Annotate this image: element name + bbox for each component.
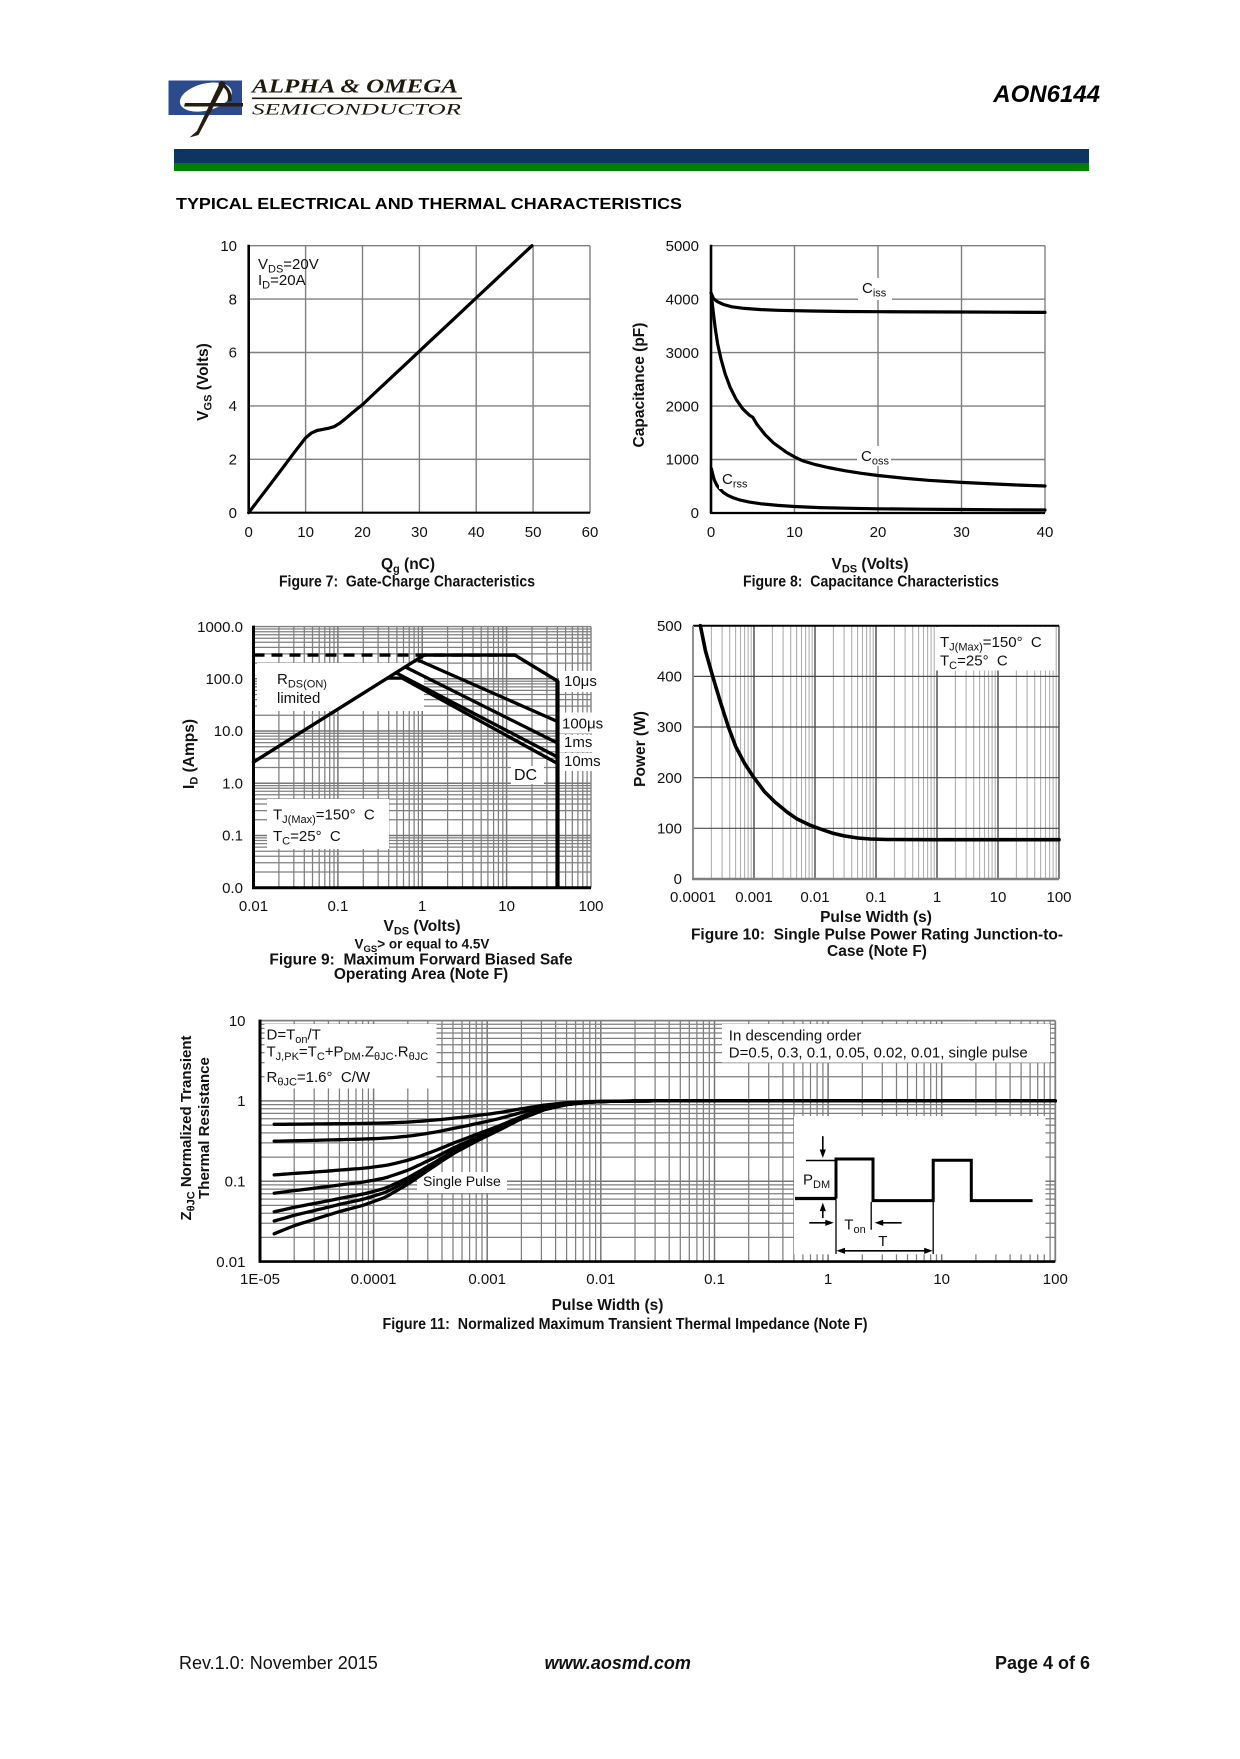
svg-text:10: 10 bbox=[990, 889, 1007, 906]
svg-text:6: 6 bbox=[229, 345, 237, 362]
svg-text:D=Ton​/T: D=Ton​/T bbox=[267, 1027, 321, 1047]
svg-text:Pulse Width (s): Pulse Width (s) bbox=[820, 909, 932, 926]
svg-text:10μs: 10μs bbox=[564, 673, 597, 690]
svg-text:VGS​> or equal to 4.5V: VGS​> or equal to 4.5V bbox=[355, 937, 490, 956]
svg-text:0.1: 0.1 bbox=[866, 889, 887, 906]
svg-text:2: 2 bbox=[229, 452, 237, 469]
svg-text:200: 200 bbox=[657, 770, 682, 787]
svg-text:100μs: 100μs bbox=[562, 716, 603, 733]
svg-text:1000.0: 1000.0 bbox=[197, 619, 243, 636]
svg-text:0: 0 bbox=[707, 524, 715, 541]
svg-text:ZθJC​ Normalized Transient: ZθJC​ Normalized Transient bbox=[178, 1035, 198, 1220]
svg-text:4: 4 bbox=[229, 398, 237, 415]
svg-text:Capacitance (pF): Capacitance (pF) bbox=[631, 323, 648, 448]
svg-text:1: 1 bbox=[237, 1093, 245, 1110]
svg-text:60: 60 bbox=[582, 524, 599, 541]
svg-text:ID​=20A: ID​=20A bbox=[258, 272, 306, 292]
svg-text:1E-05: 1E-05 bbox=[240, 1271, 280, 1288]
svg-text:TYPICAL ELECTRICAL AND THERMAL: TYPICAL ELECTRICAL AND THERMAL CHARACTER… bbox=[176, 196, 682, 213]
svg-text:100: 100 bbox=[578, 898, 603, 915]
svg-text:100: 100 bbox=[1043, 1271, 1068, 1288]
svg-text:Pulse Width (s): Pulse Width (s) bbox=[552, 1297, 664, 1314]
svg-text:Figure 7: Gate-Charge Charact: Figure 7: Gate-Charge Characteristics bbox=[279, 574, 535, 591]
svg-text:T: T bbox=[878, 1233, 887, 1250]
svg-text:ALPHA & OMEGA: ALPHA & OMEGA bbox=[249, 76, 458, 98]
svg-text:300: 300 bbox=[657, 719, 682, 736]
svg-text:0.01: 0.01 bbox=[586, 1271, 615, 1288]
svg-text:100.0: 100.0 bbox=[205, 671, 243, 688]
svg-text:0.1: 0.1 bbox=[704, 1271, 725, 1288]
svg-text:0: 0 bbox=[674, 871, 682, 888]
svg-text:1: 1 bbox=[418, 898, 426, 915]
svg-text:1000: 1000 bbox=[666, 452, 699, 469]
svg-text:TC​=25° C: TC​=25° C bbox=[940, 653, 1008, 673]
svg-text:10: 10 bbox=[297, 524, 314, 541]
svg-text:Rev.1.0: November 2015: Rev.1.0: November 2015 bbox=[179, 1653, 378, 1673]
svg-text:500: 500 bbox=[657, 618, 682, 635]
svg-text:10: 10 bbox=[933, 1271, 950, 1288]
svg-text:10: 10 bbox=[220, 238, 237, 255]
svg-text:20: 20 bbox=[354, 524, 371, 541]
svg-text:100: 100 bbox=[657, 821, 682, 838]
svg-text:0.1: 0.1 bbox=[222, 828, 243, 845]
svg-text:20: 20 bbox=[870, 524, 887, 541]
svg-text:10: 10 bbox=[498, 898, 515, 915]
svg-text:1.0: 1.0 bbox=[222, 776, 243, 793]
svg-text:0.01: 0.01 bbox=[239, 898, 268, 915]
svg-text:1: 1 bbox=[933, 889, 941, 906]
svg-text:0: 0 bbox=[229, 505, 237, 522]
svg-text:0: 0 bbox=[691, 505, 699, 522]
svg-text:Single Pulse: Single Pulse bbox=[423, 1173, 501, 1189]
svg-text:limited: limited bbox=[277, 690, 320, 707]
svg-text:30: 30 bbox=[953, 524, 970, 541]
svg-text:3000: 3000 bbox=[666, 345, 699, 362]
svg-text:DC: DC bbox=[514, 767, 537, 784]
svg-text:Case (Note F): Case (Note F) bbox=[827, 943, 927, 960]
svg-text:0.0: 0.0 bbox=[222, 880, 243, 897]
svg-text:D=0.5, 0.3, 0.1, 0.05, 0.02, 0: D=0.5, 0.3, 0.1, 0.05, 0.02, 0.01, singl… bbox=[729, 1044, 1028, 1061]
svg-text:0.001: 0.001 bbox=[468, 1271, 506, 1288]
svg-text:Page 4 of 6: Page 4 of 6 bbox=[995, 1653, 1090, 1673]
svg-text:0.1: 0.1 bbox=[327, 898, 348, 915]
svg-text:4000: 4000 bbox=[666, 291, 699, 308]
svg-text:1ms: 1ms bbox=[564, 734, 592, 751]
svg-text:Thermal Resistance: Thermal Resistance bbox=[196, 1057, 213, 1199]
svg-text:0.0001: 0.0001 bbox=[670, 889, 716, 906]
svg-text:www.aosmd.com: www.aosmd.com bbox=[545, 1653, 691, 1673]
svg-text:400: 400 bbox=[657, 669, 682, 686]
svg-text:10: 10 bbox=[786, 524, 803, 541]
svg-text:2000: 2000 bbox=[666, 398, 699, 415]
svg-text:Figure 8: Capacitance Charact: Figure 8: Capacitance Characteristics bbox=[743, 574, 999, 591]
svg-text:10.0: 10.0 bbox=[214, 723, 243, 740]
svg-text:In descending order: In descending order bbox=[729, 1027, 862, 1044]
svg-text:0.01: 0.01 bbox=[800, 889, 829, 906]
svg-text:Figure 10: Single Pulse Power: Figure 10: Single Pulse Power Rating Jun… bbox=[691, 927, 1063, 944]
svg-text:100: 100 bbox=[1046, 889, 1071, 906]
svg-text:0.1: 0.1 bbox=[225, 1174, 246, 1191]
svg-text:0.01: 0.01 bbox=[216, 1254, 245, 1271]
svg-text:10ms: 10ms bbox=[564, 753, 601, 770]
svg-text:5000: 5000 bbox=[666, 238, 699, 255]
svg-text:0: 0 bbox=[245, 524, 253, 541]
svg-text:Power (W): Power (W) bbox=[632, 711, 649, 787]
svg-text:50: 50 bbox=[525, 524, 542, 541]
svg-text:SEMICONDUCTOR: SEMICONDUCTOR bbox=[252, 102, 462, 119]
svg-text:Figure 11: Normalized Maximum: Figure 11: Normalized Maximum Transient … bbox=[383, 1316, 868, 1333]
svg-text:40: 40 bbox=[468, 524, 485, 541]
svg-text:TC​=25° C: TC​=25° C bbox=[273, 828, 341, 848]
svg-text:0.0001: 0.0001 bbox=[351, 1271, 397, 1288]
svg-text:ID​ (Amps): ID​ (Amps) bbox=[181, 719, 201, 789]
svg-text:40: 40 bbox=[1037, 524, 1054, 541]
svg-text:1: 1 bbox=[824, 1271, 832, 1288]
svg-text:30: 30 bbox=[411, 524, 428, 541]
svg-text:Figure 9: Maximum Forward Bia: Figure 9: Maximum Forward Biased Safe bbox=[269, 952, 573, 969]
svg-text:AON6144: AON6144 bbox=[992, 81, 1100, 108]
svg-text:10: 10 bbox=[229, 1013, 246, 1030]
svg-text:Operating Area (Note F): Operating Area (Note F) bbox=[334, 966, 508, 983]
svg-text:8: 8 bbox=[229, 291, 237, 308]
svg-text:0.001: 0.001 bbox=[735, 889, 773, 906]
